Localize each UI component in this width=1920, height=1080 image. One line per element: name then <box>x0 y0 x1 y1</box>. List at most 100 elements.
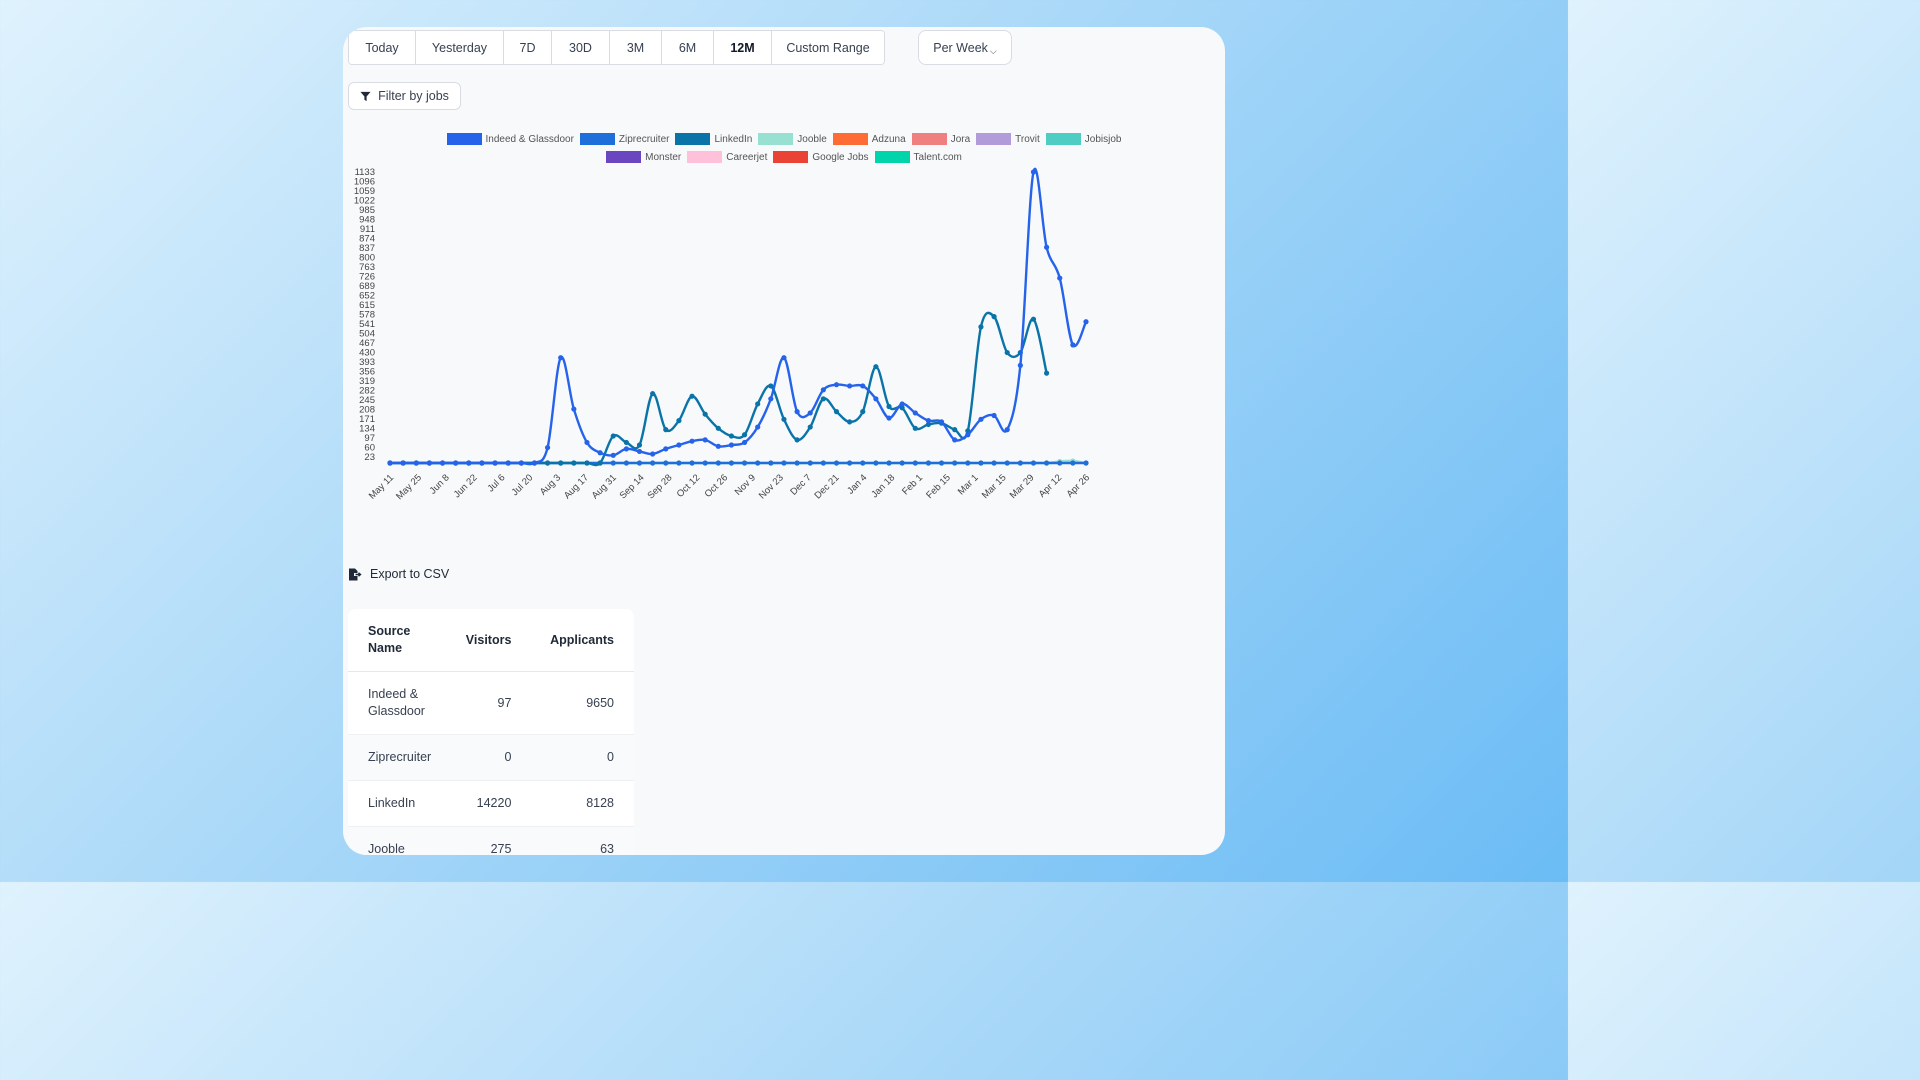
filter-icon <box>360 91 371 101</box>
chart-legend-row-1: Indeed & Glassdoor Ziprecruiter LinkedIn Jo… <box>343 133 1225 145</box>
x-tick-label: Mar 1 <box>956 472 981 497</box>
legend-item[interactable]: Careerjet <box>687 151 767 163</box>
data-point <box>755 424 761 430</box>
data-point <box>571 406 577 412</box>
x-tick-label: Aug 17 <box>562 472 591 501</box>
data-point <box>544 460 551 466</box>
column-header-applicants[interactable]: Applicants <box>531 609 634 672</box>
data-point <box>912 460 918 466</box>
data-point <box>597 450 603 456</box>
column-header-source[interactable]: Source Name <box>348 609 452 672</box>
x-tick-label: May 25 <box>394 472 424 502</box>
filter-by-jobs-button[interactable]: Filter by jobs <box>348 82 461 110</box>
range-button-30d[interactable]: 30D <box>552 31 610 64</box>
column-header-visitors[interactable]: Visitors <box>451 609 532 672</box>
x-tick-label: Oct 26 <box>703 472 731 500</box>
x-tick-label: Jul 20 <box>510 472 536 498</box>
legend-label: Trovit <box>1015 133 1040 145</box>
data-point <box>558 460 564 466</box>
x-tick-label: Mar 15 <box>980 472 1009 501</box>
data-point <box>925 421 932 428</box>
legend-item[interactable]: Jobisjob <box>1045 133 1121 145</box>
x-tick-label: Mar 29 <box>1008 472 1037 501</box>
data-point <box>768 396 774 402</box>
legend-item[interactable]: LinkedIn <box>675 133 752 145</box>
table-row: Ziprecruiter 0 0 <box>348 734 634 781</box>
y-tick-label: 1022 <box>354 196 375 207</box>
y-tick-label: 1096 <box>354 177 375 188</box>
data-point <box>1044 370 1050 376</box>
y-tick-label: 60 <box>364 443 375 454</box>
x-tick-label: Aug 3 <box>538 472 563 497</box>
data-point <box>1070 342 1076 348</box>
legend-item[interactable]: Adzuna <box>832 133 906 145</box>
x-tick-label: Apr 26 <box>1065 472 1093 500</box>
data-point <box>938 419 945 425</box>
data-point <box>531 460 538 466</box>
x-tick-label: Jun 22 <box>452 472 480 500</box>
data-point <box>453 460 459 466</box>
data-point <box>860 409 866 415</box>
data-point <box>991 460 997 466</box>
legend-item[interactable]: Indeed & Glassdoor <box>446 133 574 145</box>
data-point <box>873 364 879 370</box>
data-point <box>991 314 997 320</box>
legend-swatch <box>446 133 482 145</box>
legend-label: Careerjet <box>726 151 768 163</box>
visitors-cell: 0 <box>451 734 532 781</box>
data-point <box>689 393 695 399</box>
y-tick-label: 208 <box>359 405 375 416</box>
source-name-cell: Ziprecruiter <box>348 734 452 781</box>
data-point <box>781 460 787 466</box>
legend-item[interactable]: Monster <box>606 151 681 163</box>
range-button-custom-range[interactable]: Custom Range <box>772 31 884 64</box>
data-point <box>702 437 708 443</box>
data-point <box>886 415 892 421</box>
range-button-7d[interactable]: 7D <box>504 31 552 64</box>
data-point <box>833 460 840 466</box>
y-tick-label: 504 <box>359 329 375 340</box>
data-point <box>650 460 656 466</box>
data-point <box>781 355 787 361</box>
range-button-12m[interactable]: 12M <box>714 31 772 64</box>
legend-swatch <box>687 151 723 163</box>
data-point <box>886 460 892 466</box>
analytics-card: Today Yesterday 7D 30D 3M 6M 12M Custom Range P… <box>343 27 1225 855</box>
legend-item[interactable]: Google Jobs <box>773 151 869 163</box>
data-point <box>912 425 918 431</box>
data-point <box>991 412 997 419</box>
period-select[interactable]: Per Week ⌵ <box>918 30 1012 65</box>
data-point <box>650 391 656 397</box>
export-csv-button[interactable]: Export to CSV <box>348 567 449 581</box>
y-tick-label: 541 <box>359 319 375 330</box>
applicants-cell: 0 <box>531 734 634 781</box>
legend-swatch <box>758 133 794 145</box>
x-tick-label: May 11 <box>367 472 396 501</box>
x-tick-label: Jun 8 <box>428 472 452 496</box>
legend-item[interactable]: Talent.com <box>874 151 962 163</box>
legend-label: LinkedIn <box>714 133 753 145</box>
data-point <box>899 405 905 411</box>
legend-item[interactable]: Jooble <box>758 133 827 145</box>
data-point <box>768 383 774 389</box>
series-line-linkedin <box>389 311 1048 467</box>
data-point <box>899 401 905 407</box>
y-tick-label: 23 <box>364 452 375 463</box>
legend-swatch <box>976 133 1012 145</box>
source-stats-table: Source Name Visitors Applicants Indeed &… <box>348 609 634 855</box>
legend-item[interactable]: Jora <box>911 133 970 145</box>
data-point <box>636 442 643 448</box>
range-button-yesterday[interactable]: Yesterday <box>416 31 504 64</box>
data-point <box>1017 460 1023 466</box>
data-point <box>1083 460 1089 466</box>
legend-swatch <box>773 151 809 163</box>
range-button-6m[interactable]: 6M <box>662 31 714 64</box>
data-point <box>820 387 826 393</box>
range-button-3m[interactable]: 3M <box>610 31 662 64</box>
legend-item[interactable]: Trovit <box>976 133 1040 145</box>
data-point <box>1017 362 1023 369</box>
visitors-cell: 275 <box>451 826 532 855</box>
range-button-today[interactable]: Today <box>349 31 416 64</box>
legend-item[interactable]: Ziprecruiter <box>579 133 669 145</box>
data-point <box>755 401 761 407</box>
